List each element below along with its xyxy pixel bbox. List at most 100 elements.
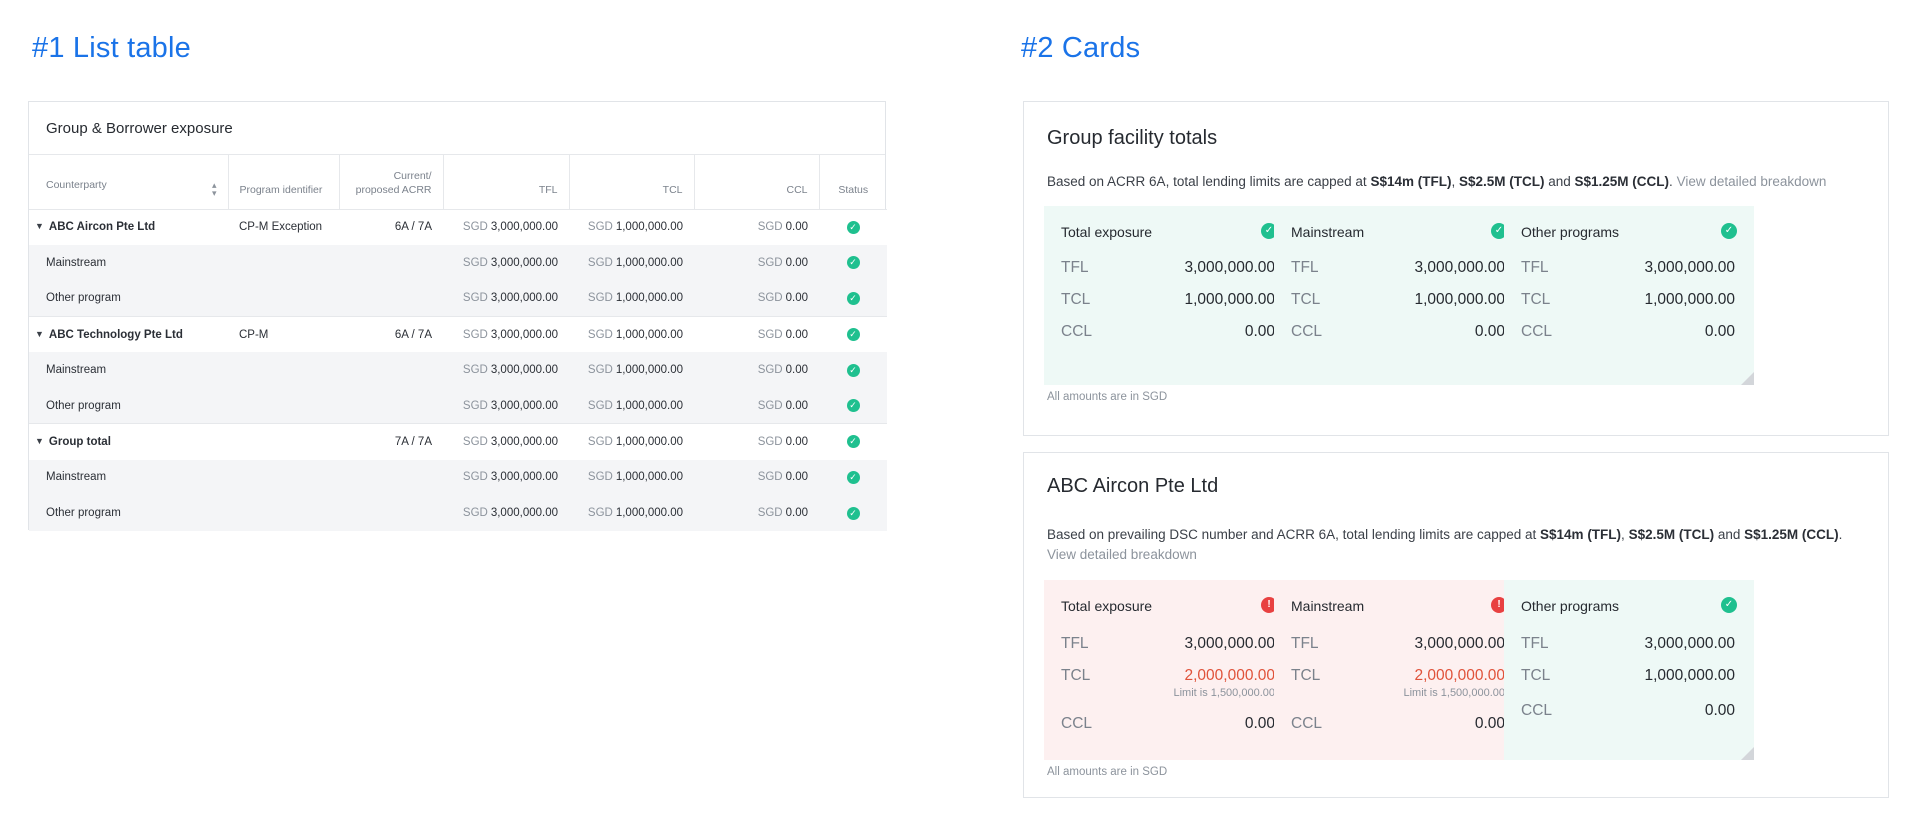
- cell-tfl: SGD 3,000,000.00: [443, 495, 569, 532]
- currency-label: SGD: [757, 471, 783, 484]
- cell-counterparty[interactable]: ▼ ABC Technology Pte Ltd: [29, 315, 228, 353]
- check-circle-icon: ✓: [1721, 597, 1737, 613]
- cell-acrr: [339, 459, 443, 496]
- cell-status: ✓: [819, 423, 887, 460]
- panel-description: Based on ACRR 6A, total lending limits a…: [1047, 174, 1827, 189]
- currency-label: SGD: [757, 399, 783, 412]
- view-detailed-breakdown-link[interactable]: View detailed breakdown: [1047, 547, 1197, 562]
- caret-down-icon[interactable]: ▼: [35, 435, 44, 446]
- currency-label: SGD: [587, 328, 613, 341]
- exposure-card[interactable]: Other programs ✓ TFL 3,000,000.00 TCL 1,000,0…: [1504, 206, 1754, 385]
- cell-ccl: SGD 0.00: [694, 244, 819, 281]
- cell-tcl: SGD 1,000,000.00: [569, 315, 694, 353]
- check-circle-icon: ✓: [846, 470, 860, 484]
- caret-down-icon[interactable]: ▼: [35, 328, 44, 339]
- cell-tcl: SGD 1,000,000.00: [569, 208, 694, 245]
- sort-icon[interactable]: ▴ ▾: [211, 179, 217, 198]
- cell-tfl: SGD 3,000,000.00: [443, 208, 569, 245]
- cell-tfl: SGD 3,000,000.00: [443, 459, 569, 496]
- exposure-card[interactable]: Other programs ✓ TFL 3,000,000.00 TCL 1,000,0…: [1504, 580, 1754, 760]
- column-header-counterparty[interactable]: Counterparty ▴ ▾: [29, 155, 228, 210]
- currency-label: SGD: [587, 221, 613, 234]
- currency-note: All amounts are in SGD: [1047, 766, 1168, 778]
- view-detailed-breakdown-link[interactable]: View detailed breakdown: [1676, 174, 1827, 189]
- cell-tcl: SGD 1,000,000.00: [569, 280, 694, 317]
- amount-tcl: 1,000,000.00: [615, 471, 683, 484]
- table-row: Mainstream SGD 3,000,000.00 SGD 1,000,000.00…: [29, 244, 887, 281]
- table-row: Mainstream SGD 3,000,000.00 SGD 1,000,000.00…: [29, 459, 887, 496]
- cell-counterparty: Other program: [29, 387, 228, 424]
- column-header-program: Program identifier: [227, 155, 339, 210]
- amount-tfl: 3,000,000.00: [490, 399, 558, 412]
- page-fold-icon: [1741, 747, 1754, 760]
- abc-aircon-panel: ABC Aircon Pte Ltd Based on prevailing D…: [1023, 452, 1889, 798]
- amount-tcl: 1,000,000.00: [615, 435, 683, 448]
- card-row-ccl: CCL 0.00: [1061, 715, 1275, 732]
- column-header-status: Status: [818, 155, 887, 210]
- currency-label: SGD: [587, 292, 613, 305]
- cell-status: ✓: [819, 280, 887, 317]
- currency-label: SGD: [757, 435, 783, 448]
- cell-program: CP-M: [228, 315, 339, 353]
- currency-label: SGD: [462, 256, 488, 269]
- table-panel-title: Group & Borrower exposure: [29, 102, 885, 155]
- cell-counterparty: Mainstream: [29, 352, 228, 388]
- check-circle-icon: ✓: [846, 256, 860, 270]
- amount-ccl: 0.00: [785, 328, 808, 341]
- card-row-ccl: CCL 0.00: [1061, 323, 1275, 340]
- caret-down-icon[interactable]: ▼: [35, 221, 44, 232]
- card-row-tcl: TCL 2,000,000.00: [1291, 667, 1505, 684]
- cell-tfl: SGD 3,000,000.00: [443, 244, 569, 281]
- card-row-tfl: TFL 3,000,000.00: [1291, 259, 1505, 276]
- card-title: Mainstream: [1291, 598, 1365, 614]
- cell-counterparty[interactable]: ▼ ABC Aircon Pte Ltd: [29, 208, 228, 245]
- cell-tfl: SGD 3,000,000.00: [443, 423, 569, 460]
- cell-program: [228, 459, 339, 496]
- exposure-card[interactable]: Mainstream! TFL 3,000,000.00 TCL 2,000,000.0…: [1274, 580, 1524, 760]
- cell-acrr: [339, 495, 443, 532]
- cell-tcl: SGD 1,000,000.00: [569, 352, 694, 388]
- exposure-card[interactable]: Total exposure ✓ TFL 3,000,000.00 TCL 1,000,0…: [1044, 206, 1294, 385]
- amount-ccl: 0.00: [785, 435, 808, 448]
- amount-ccl: 0.00: [785, 471, 808, 484]
- amount-ccl: 0.00: [785, 292, 808, 305]
- check-circle-icon: ✓: [846, 220, 860, 234]
- currency-label: SGD: [757, 364, 783, 377]
- cell-tcl: SGD 1,000,000.00: [569, 495, 694, 532]
- column-header-tfl: TFL: [442, 155, 569, 210]
- amount-tcl: 1,000,000.00: [615, 364, 683, 377]
- amount-tfl: 3,000,000.00: [490, 471, 558, 484]
- card-title: Total exposure: [1061, 224, 1153, 240]
- cell-ccl: SGD 0.00: [694, 208, 819, 245]
- limit-note: Limit is 1,500,000.00: [1173, 687, 1275, 699]
- exposure-card[interactable]: Mainstream ✓ TFL 3,000,000.00 TCL 1,000,000.0…: [1274, 206, 1524, 385]
- cell-program: [228, 495, 339, 532]
- cell-acrr: 7A / 7A: [339, 423, 443, 460]
- currency-label: SGD: [587, 256, 613, 269]
- page-fold-icon: [1741, 372, 1754, 385]
- exposure-table-panel: Group & Borrower exposure Counterparty ▴…: [28, 101, 887, 532]
- cell-program: [228, 423, 339, 460]
- cell-tcl: SGD 1,000,000.00: [569, 459, 694, 496]
- amount-tcl: 1,000,000.00: [615, 328, 683, 341]
- check-circle-icon: ✓: [846, 435, 860, 449]
- currency-label: SGD: [757, 256, 783, 269]
- cell-tcl: SGD 1,000,000.00: [569, 387, 694, 424]
- cell-acrr: [339, 244, 443, 281]
- cell-status: ✓: [819, 495, 887, 532]
- card-row-tfl: TFL 3,000,000.00: [1061, 635, 1275, 652]
- cell-tcl: SGD 1,000,000.00: [569, 423, 694, 460]
- section-title-list-table: #1 List table: [32, 32, 191, 64]
- group-facility-totals-panel: Group facility totals Based on ACRR 6A, …: [1023, 101, 1889, 436]
- table-row: Mainstream SGD 3,000,000.00 SGD 1,000,000.00…: [29, 352, 887, 388]
- cell-counterparty[interactable]: ▼ Group total: [29, 423, 228, 460]
- currency-label: SGD: [462, 399, 488, 412]
- column-header-tcl: TCL: [568, 155, 694, 210]
- amount-tfl: 3,000,000.00: [490, 507, 558, 520]
- table-group-row: ▼ ABC Aircon Pte Ltd CP-M Exception 6A / 7A…: [29, 208, 887, 245]
- panel-title: ABC Aircon Pte Ltd: [1047, 475, 1219, 497]
- amount-ccl: 0.00: [785, 256, 808, 269]
- amount-tcl: 1,000,000.00: [615, 292, 683, 305]
- check-circle-icon: ✓: [1491, 223, 1507, 239]
- exposure-card[interactable]: Total exposure! TFL 3,000,000.00 TCL 2,000,0…: [1044, 580, 1294, 760]
